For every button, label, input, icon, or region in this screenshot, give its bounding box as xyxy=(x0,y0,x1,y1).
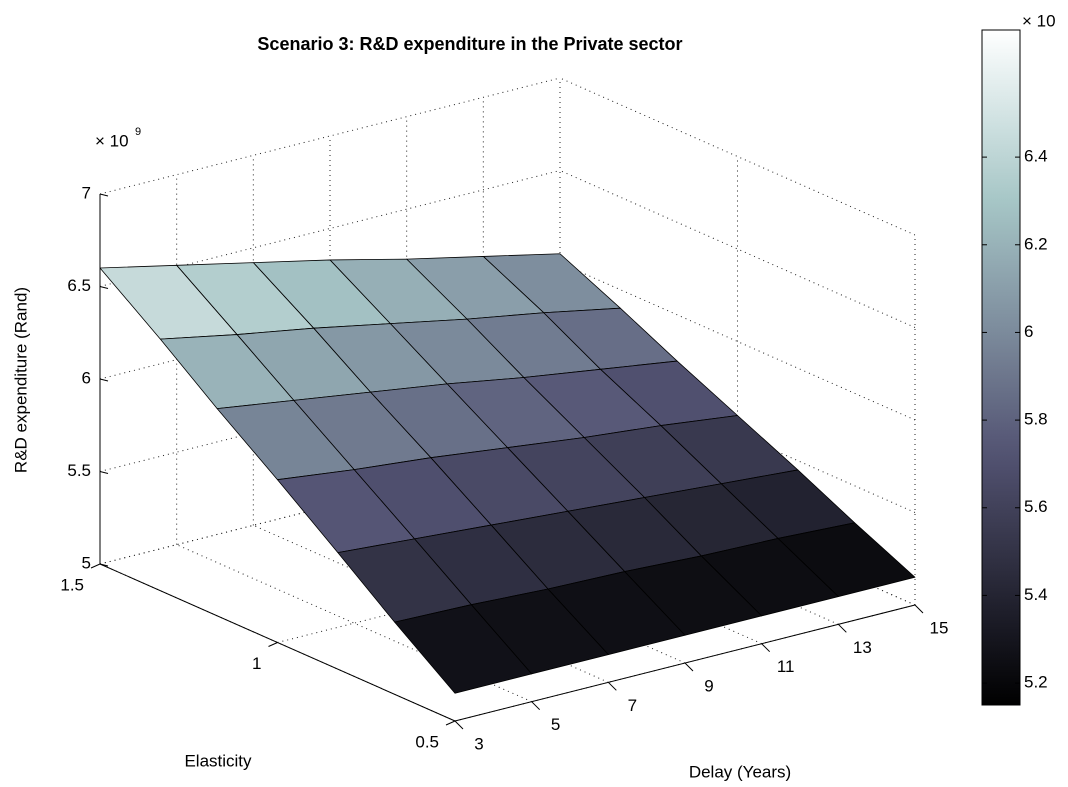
x-axis-label: Delay (Years) xyxy=(689,762,791,781)
x-tick-label: 9 xyxy=(704,676,713,695)
colorbar-tick-label: 5.4 xyxy=(1024,585,1048,604)
x-tick-label: 11 xyxy=(777,657,795,676)
colorbar-tick-label: 5.2 xyxy=(1024,673,1048,692)
z-multiplier: × 10 xyxy=(95,131,129,150)
z-tick-label: 7 xyxy=(82,183,91,202)
colorbar-tick-label: 6 xyxy=(1024,322,1033,341)
y-tick xyxy=(268,642,278,647)
colorbar-tick-label: 5.8 xyxy=(1024,410,1048,429)
x-tick-label: 3 xyxy=(474,734,483,753)
z-exponent: 9 xyxy=(135,126,141,138)
y-tick-label: 0.5 xyxy=(415,732,439,751)
y-tick-label: 1.5 xyxy=(60,575,84,594)
surface-cell xyxy=(394,604,533,694)
grid-line xyxy=(99,77,561,195)
colorbar-multiplier: × 10 xyxy=(1022,11,1056,30)
z-tick-label: 5 xyxy=(82,553,91,572)
x-tick-label: 7 xyxy=(628,696,637,715)
y-axis-label: Elasticity xyxy=(184,751,252,770)
z-tick xyxy=(99,471,109,474)
y-tick-label: 1 xyxy=(252,654,261,673)
y-tick xyxy=(90,563,101,569)
z-tick xyxy=(99,563,109,567)
colorbar xyxy=(981,29,1021,706)
z-axis-label: R&D expenditure (Rand) xyxy=(11,287,30,473)
grid-line xyxy=(99,170,561,287)
x-tick xyxy=(684,662,694,672)
z-tick xyxy=(99,378,109,382)
x-tick xyxy=(761,643,771,653)
z-tick-label: 5.5 xyxy=(67,461,91,480)
x-tick-label: 13 xyxy=(853,638,872,657)
x-tick xyxy=(914,604,924,614)
colorbar-tick-label: 6.2 xyxy=(1024,234,1048,253)
x-tick xyxy=(531,701,541,711)
z-tick xyxy=(99,286,109,289)
x-tick xyxy=(454,720,464,730)
x-tick xyxy=(837,623,847,633)
x-tick xyxy=(607,681,617,691)
colorbar-tick-label: 6.4 xyxy=(1024,147,1048,166)
chart-title: Scenario 3: R&D expenditure in the Priva… xyxy=(257,34,682,54)
x-tick-label: 15 xyxy=(930,618,949,637)
colorbar-tick-label: 5.6 xyxy=(1024,497,1048,516)
z-tick-label: 6.5 xyxy=(67,276,91,295)
y-tick xyxy=(445,720,456,726)
z-tick xyxy=(99,193,109,197)
x-tick-label: 5 xyxy=(551,715,560,734)
z-tick-label: 6 xyxy=(82,368,91,387)
